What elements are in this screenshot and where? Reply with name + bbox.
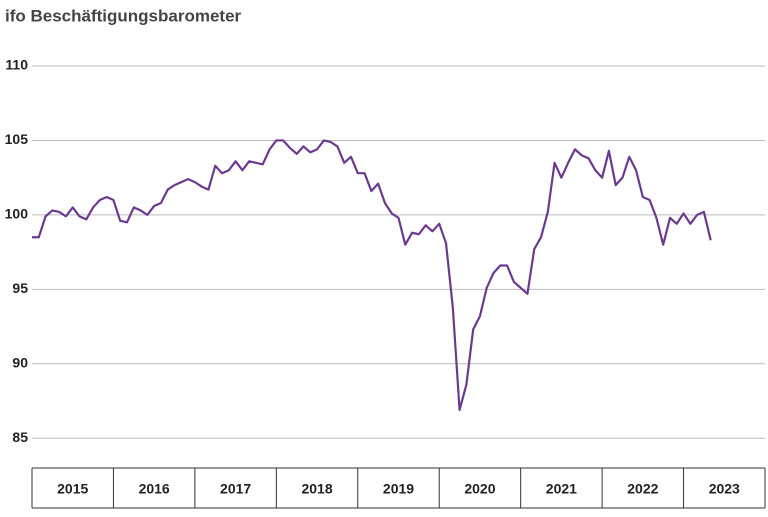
x-tick-label: 2019 — [383, 481, 414, 497]
x-tick-label: 2018 — [301, 481, 332, 497]
x-tick-label: 2017 — [220, 481, 251, 497]
x-tick-label: 2015 — [57, 481, 88, 497]
x-tick-label: 2020 — [464, 481, 495, 497]
y-tick-label: 90 — [12, 354, 28, 370]
x-tick-label: 2022 — [627, 481, 658, 497]
chart-title: ifo Beschäftigungsbarometer — [5, 6, 242, 25]
x-tick-label: 2021 — [546, 481, 577, 497]
y-tick-label: 100 — [5, 206, 29, 222]
y-tick-label: 110 — [5, 57, 28, 73]
y-tick-label: 85 — [12, 429, 28, 445]
y-tick-label: 105 — [5, 131, 29, 147]
x-tick-label: 2016 — [139, 481, 170, 497]
y-tick-label: 95 — [12, 280, 28, 296]
data-line — [32, 139, 712, 412]
x-tick-label: 2023 — [709, 481, 740, 497]
